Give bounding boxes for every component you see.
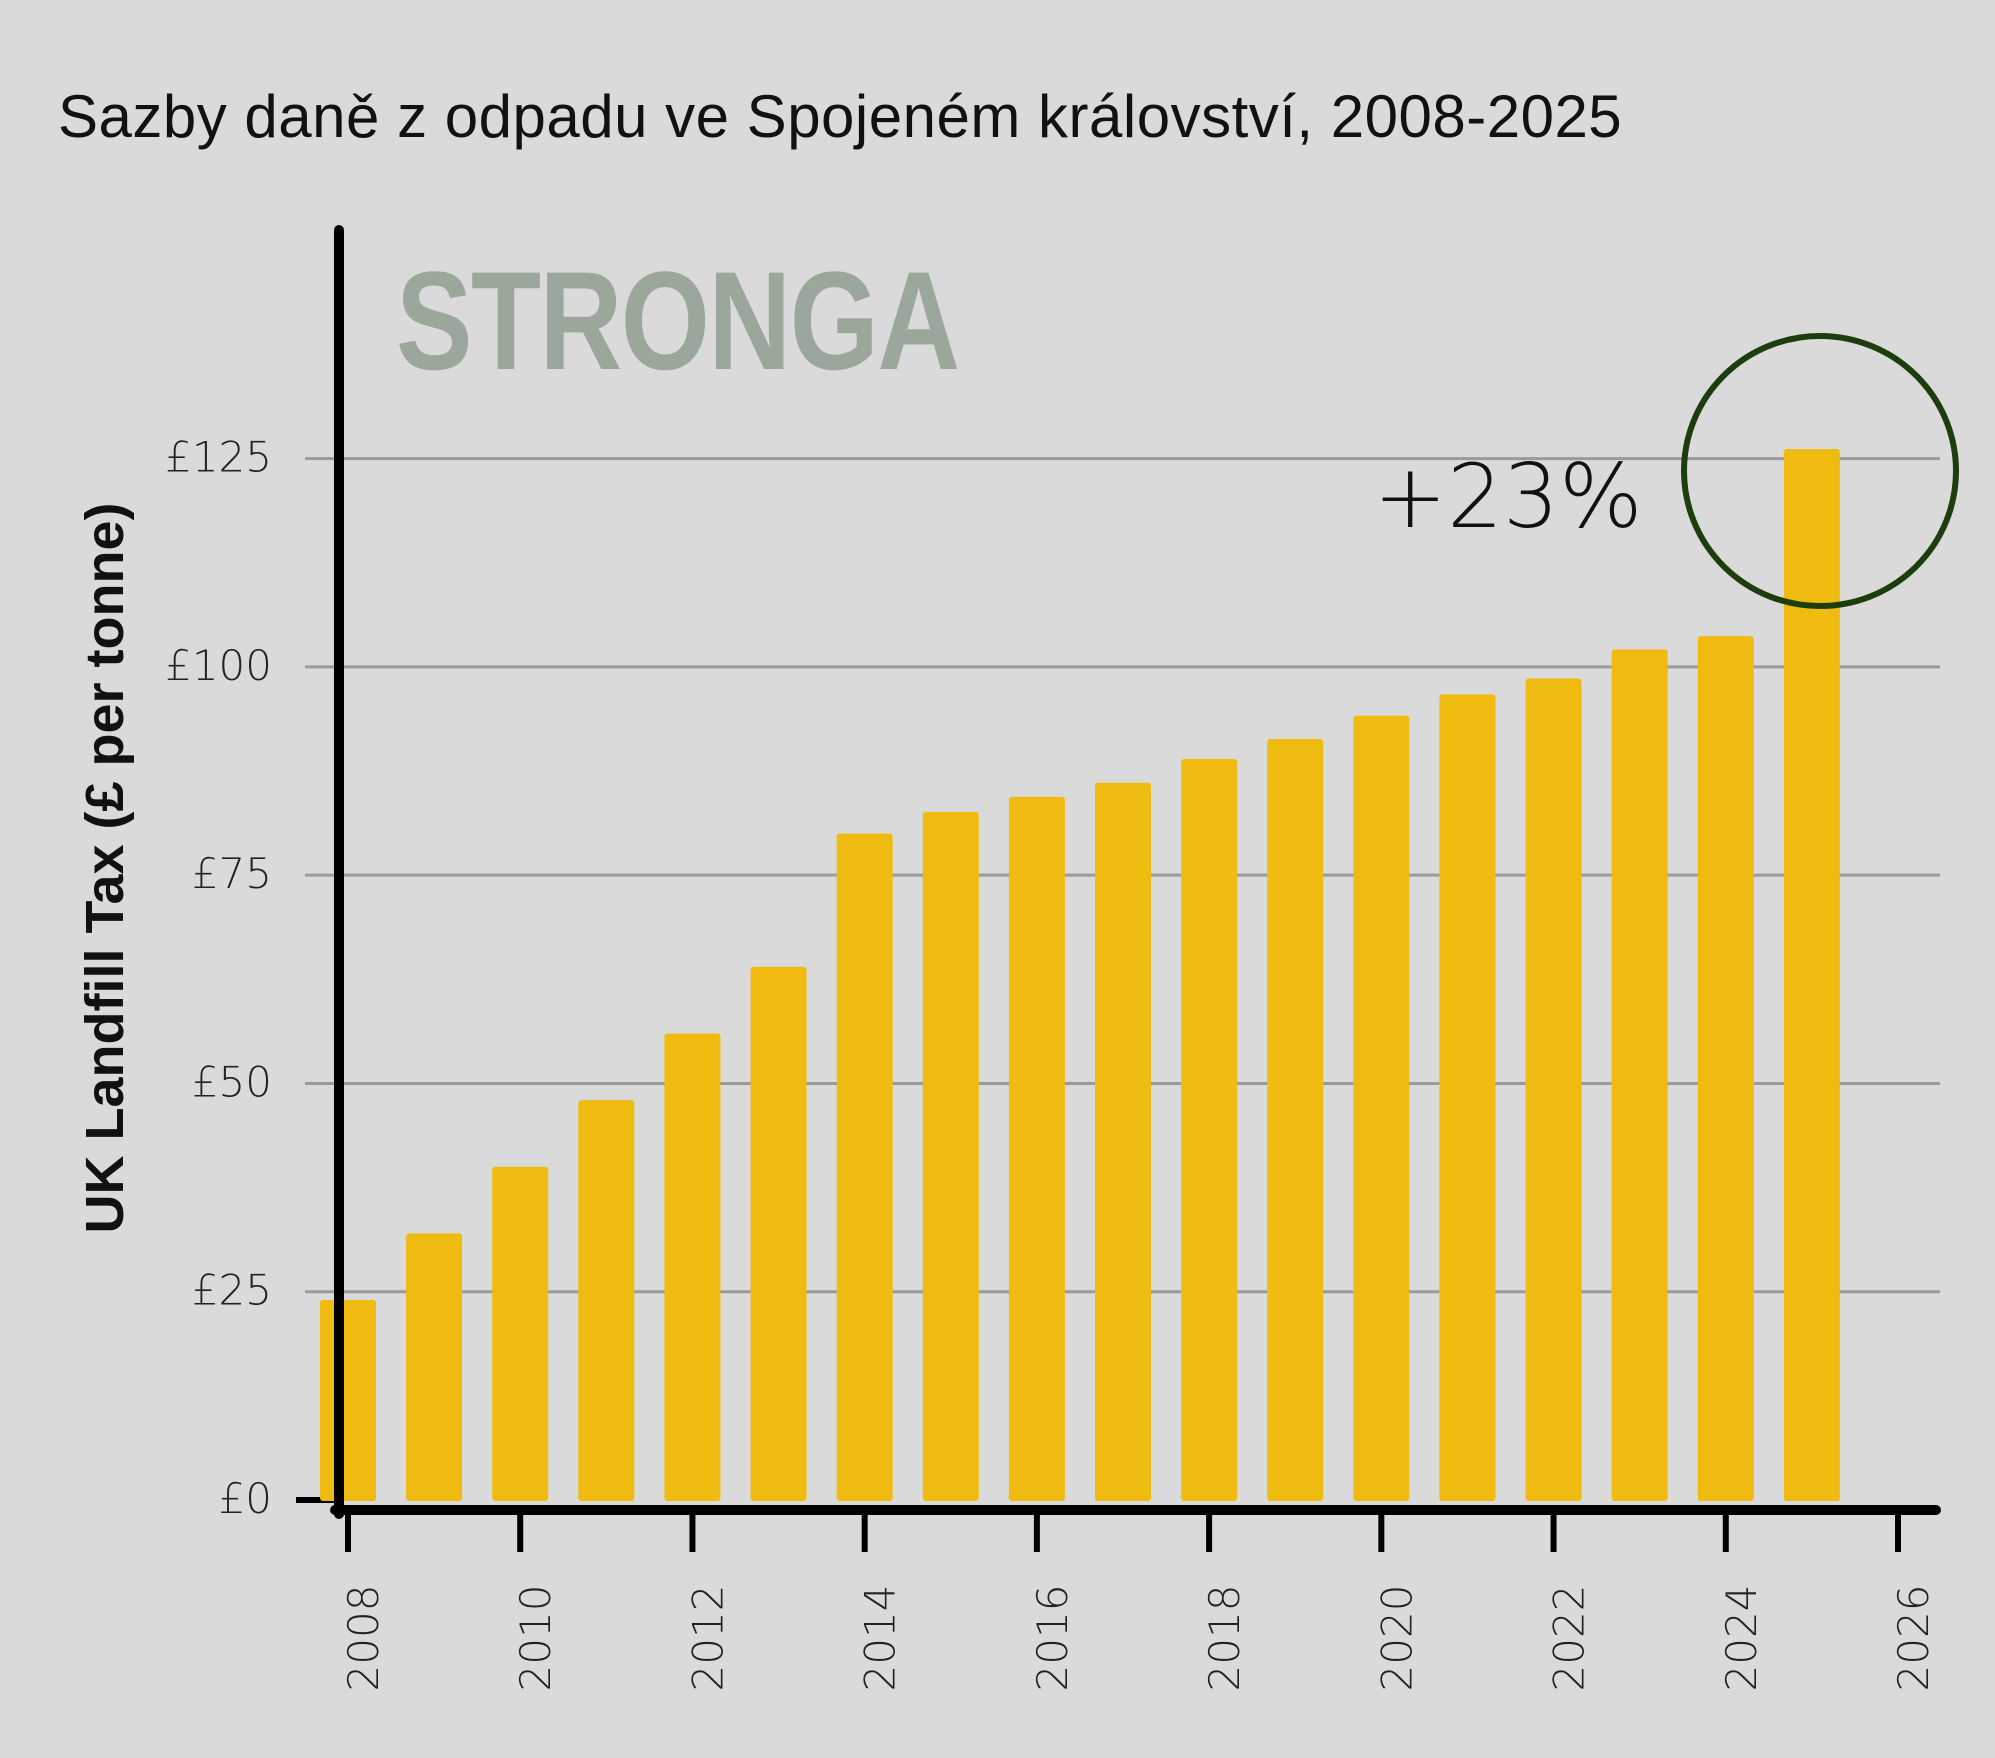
x-tick-label: 2020 [1372, 1585, 1421, 1692]
bar [1353, 715, 1410, 1501]
bar [492, 1166, 549, 1501]
bar [1783, 449, 1840, 1501]
stronga-logo: STRONGA [396, 242, 960, 399]
bar [836, 833, 893, 1501]
y-tick-label: £100 [165, 641, 272, 690]
y-tick-label: £50 [192, 1057, 272, 1106]
x-tick-label: 2018 [1200, 1585, 1249, 1692]
bar [1008, 796, 1065, 1501]
bar [1181, 758, 1238, 1501]
bar [1697, 636, 1754, 1501]
x-tick-label: 2010 [511, 1585, 560, 1692]
bar [578, 1100, 635, 1501]
y-tick-label: £75 [192, 849, 272, 898]
y-axis-title: UK Landfill Tax (£ per tonne) [75, 502, 135, 1233]
x-tick-label: 2014 [856, 1585, 905, 1692]
bar [922, 811, 979, 1501]
x-tick-label: 2016 [1028, 1585, 1077, 1692]
y-tick-label: £25 [192, 1266, 272, 1315]
highlight-circle [1681, 333, 1959, 609]
bar [406, 1233, 463, 1501]
chart-title: Sazby daně z odpadu ve Spojeném královst… [58, 83, 1623, 150]
x-tick-label: 2012 [683, 1585, 732, 1692]
bar [320, 1300, 376, 1501]
bar [750, 966, 807, 1501]
x-tick-label: 2022 [1545, 1585, 1594, 1692]
annotation-label: +23% [1373, 445, 1642, 548]
bar [664, 1033, 721, 1501]
y-tick-label: £125 [165, 433, 272, 482]
y-tick-label: £0 [219, 1474, 272, 1523]
bar [1095, 782, 1151, 1501]
bar [1267, 738, 1324, 1501]
bar [1611, 649, 1668, 1501]
bar [1439, 694, 1496, 1501]
x-tick-label: 2024 [1717, 1585, 1766, 1692]
x-tick-label: 2026 [1889, 1585, 1938, 1692]
bar [1525, 678, 1582, 1501]
x-tick-label: 2008 [339, 1585, 388, 1692]
